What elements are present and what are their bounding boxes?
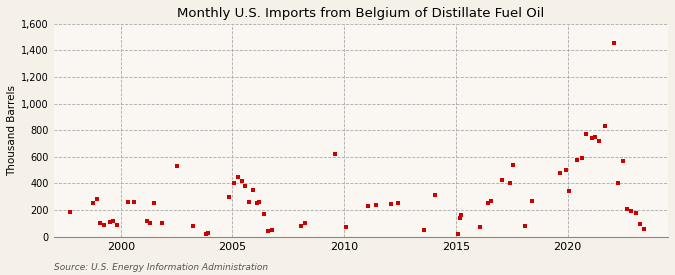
Point xyxy=(263,229,273,233)
Point xyxy=(555,171,566,175)
Point xyxy=(233,175,244,179)
Point xyxy=(329,152,340,156)
Point xyxy=(371,203,381,207)
Point xyxy=(203,230,214,235)
Point xyxy=(296,224,306,228)
Point xyxy=(599,124,610,128)
Point xyxy=(504,181,515,186)
Point xyxy=(497,177,508,182)
Point xyxy=(188,224,198,228)
Point xyxy=(229,181,240,186)
Point xyxy=(519,224,530,228)
Point xyxy=(634,222,645,226)
Point xyxy=(142,219,153,223)
Point xyxy=(475,225,485,230)
Point xyxy=(253,200,264,204)
Point xyxy=(99,223,109,228)
Point xyxy=(526,199,537,204)
Text: Source: U.S. Energy Information Administration: Source: U.S. Energy Information Administ… xyxy=(54,263,268,272)
Point xyxy=(577,156,588,160)
Point xyxy=(248,188,259,192)
Point xyxy=(128,200,139,204)
Point xyxy=(631,211,642,215)
Point xyxy=(560,168,571,172)
Point xyxy=(454,216,465,220)
Y-axis label: Thousand Barrels: Thousand Barrels xyxy=(7,85,17,176)
Point xyxy=(393,201,404,206)
Point xyxy=(609,40,620,45)
Point xyxy=(201,232,212,236)
Point xyxy=(244,200,254,204)
Point xyxy=(572,157,583,162)
Point xyxy=(340,225,351,230)
Point xyxy=(590,135,601,139)
Point xyxy=(418,228,429,232)
Point xyxy=(236,179,247,183)
Point xyxy=(156,221,167,226)
Point xyxy=(123,200,134,204)
Point xyxy=(88,201,99,206)
Title: Monthly U.S. Imports from Belgium of Distillate Fuel Oil: Monthly U.S. Imports from Belgium of Dis… xyxy=(178,7,545,20)
Point xyxy=(612,181,623,186)
Point xyxy=(300,221,310,226)
Point xyxy=(564,189,574,194)
Point xyxy=(363,204,374,208)
Point xyxy=(104,220,115,224)
Point xyxy=(223,195,234,199)
Point xyxy=(486,199,497,204)
Point xyxy=(171,164,182,168)
Point xyxy=(149,201,160,206)
Point xyxy=(145,221,156,226)
Point xyxy=(622,207,632,211)
Point xyxy=(639,227,649,231)
Point xyxy=(587,136,597,141)
Point xyxy=(251,201,262,206)
Point xyxy=(430,193,441,198)
Point xyxy=(385,202,396,206)
Point xyxy=(580,132,591,136)
Point xyxy=(625,209,636,214)
Point xyxy=(618,159,629,163)
Point xyxy=(508,163,519,167)
Point xyxy=(456,213,467,218)
Point xyxy=(452,232,463,236)
Point xyxy=(91,197,102,202)
Point xyxy=(266,228,277,232)
Point xyxy=(65,210,76,215)
Point xyxy=(240,184,251,188)
Point xyxy=(95,221,105,225)
Point xyxy=(482,201,493,206)
Point xyxy=(111,222,122,227)
Point xyxy=(594,139,605,143)
Point xyxy=(259,212,269,216)
Point xyxy=(108,219,119,223)
